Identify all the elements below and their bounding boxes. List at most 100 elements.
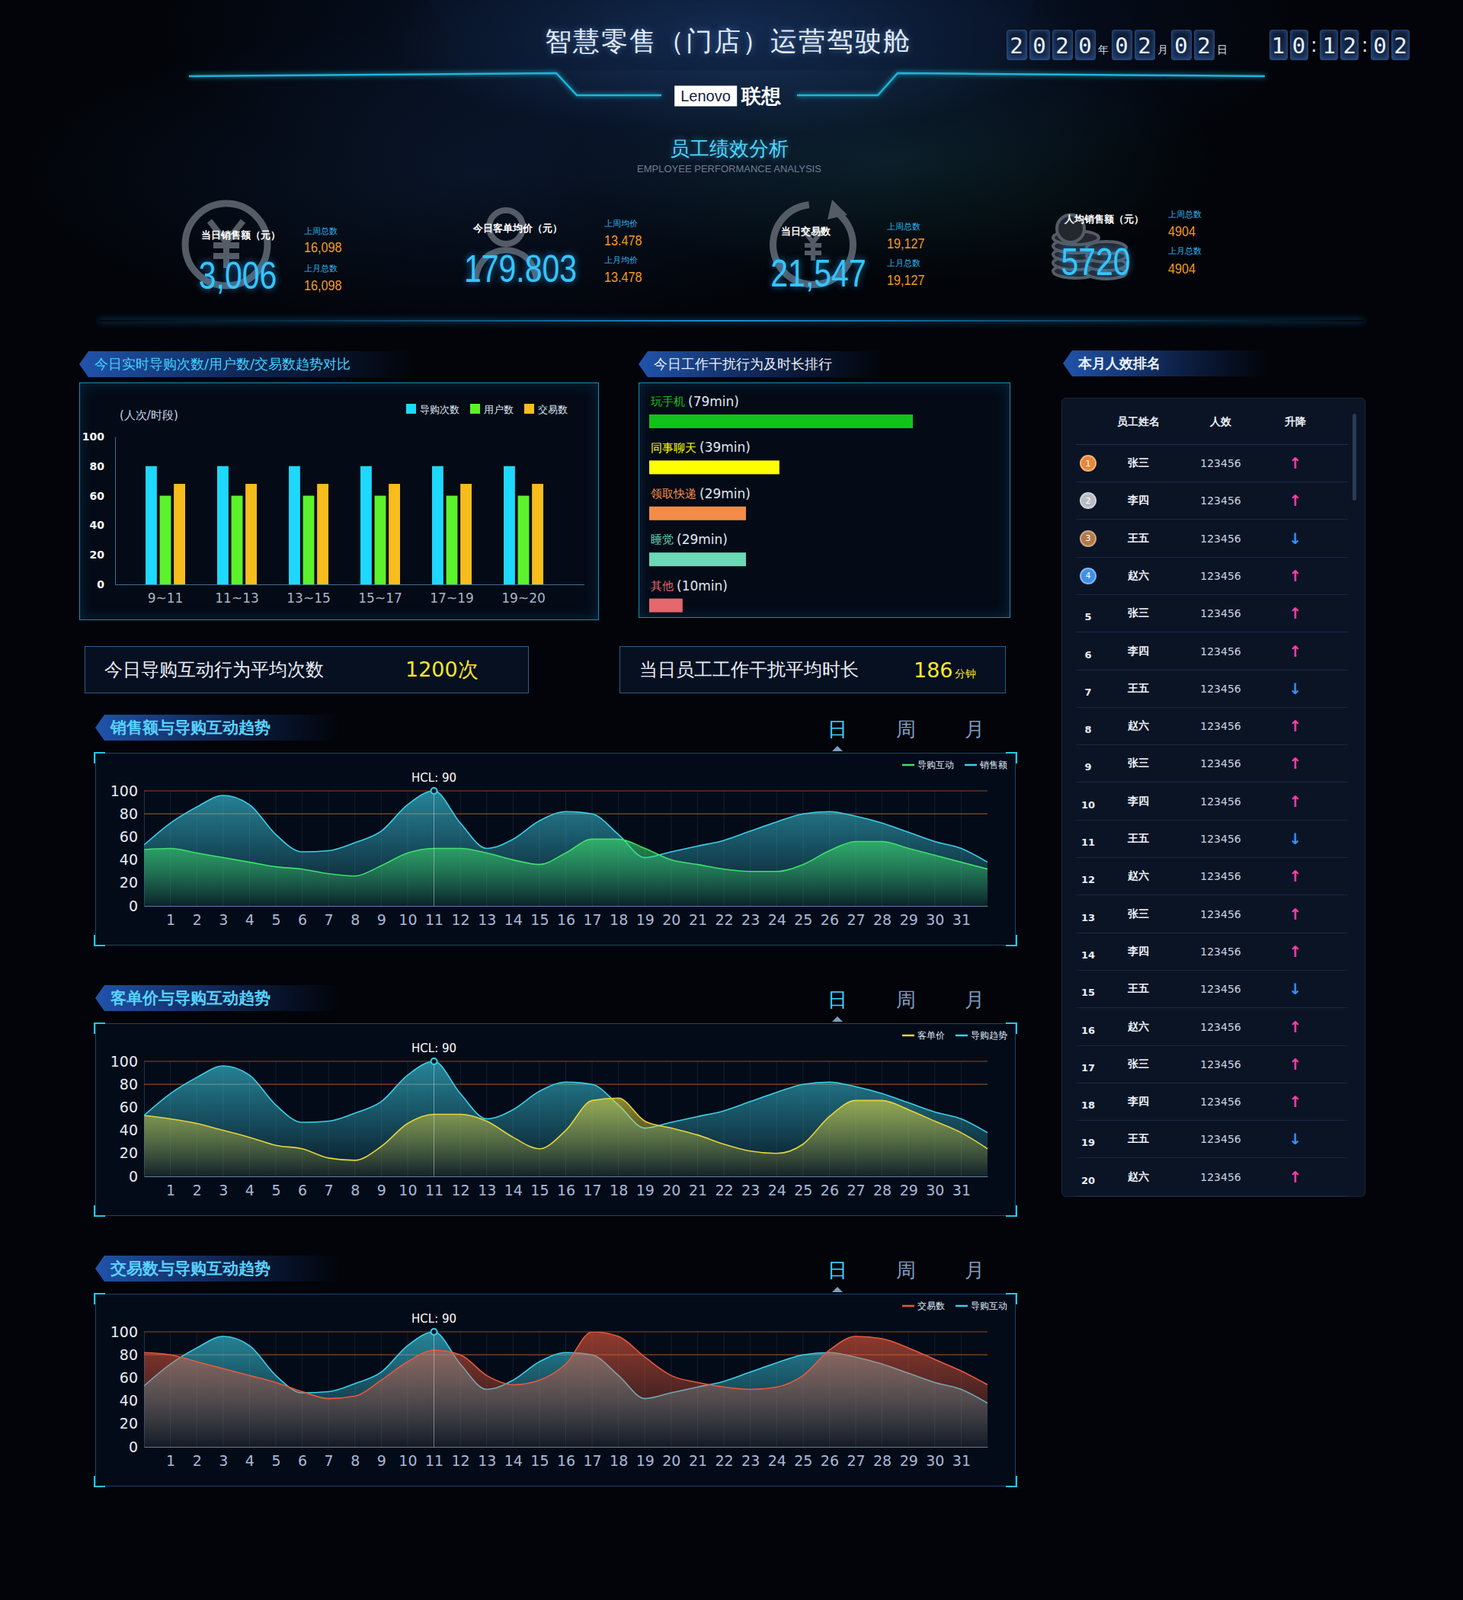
legend-item: 导购趋势 xyxy=(955,1030,1008,1041)
page-title: 智慧零售（门店）运营驾驶舱 xyxy=(544,23,912,60)
x-axis-tick: 19 xyxy=(636,1446,655,1470)
section-tag: 销售额与导购互动趋势 xyxy=(95,714,340,741)
x-axis-tick-label: 16 xyxy=(557,1181,576,1199)
trend-arrow: ↑ xyxy=(1289,905,1303,924)
employee-efficiency: 123456 xyxy=(1200,870,1241,883)
x-axis-tick-label: 30 xyxy=(925,1181,945,1199)
x-axis-tick: 14 xyxy=(504,905,523,929)
marks xyxy=(144,1331,988,1447)
y-axis-tick: 60 xyxy=(119,1098,145,1116)
x-axis-tick-label: 19 xyxy=(636,1181,655,1199)
period-tab[interactable]: 月 xyxy=(964,1257,985,1284)
period-tab[interactable]: 周 xyxy=(896,986,916,1014)
legend-item: 导购互动 xyxy=(955,1300,1008,1312)
clock-separator: 年 xyxy=(1098,32,1109,58)
table-header: 员工姓名 xyxy=(1117,415,1160,429)
x-axis-tick-label: 19 xyxy=(636,1452,655,1470)
clock-separator: : xyxy=(1361,33,1369,57)
row-rule xyxy=(1075,894,1348,896)
x-axis-tick-label: 24 xyxy=(768,911,787,929)
kpi-compare-value: 16,098 xyxy=(304,239,342,257)
y-axis-tick: 0 xyxy=(128,1438,145,1456)
section-tag: 本月人效排名 xyxy=(1062,350,1269,377)
legend-item: 交易数 xyxy=(902,1300,945,1312)
x-axis-tick: 5 xyxy=(271,1176,281,1199)
x-axis-tick-label: 2 xyxy=(192,1181,202,1199)
legend-swatch xyxy=(955,1034,968,1038)
employee-efficiency: 123456 xyxy=(1200,945,1241,958)
trend-arrow: ↓ xyxy=(1289,529,1303,548)
row-rule xyxy=(1075,1120,1348,1121)
period-tab[interactable]: 月 xyxy=(964,716,985,743)
annotation-line xyxy=(433,790,435,906)
x-axis-tick-label: 13 xyxy=(477,1452,497,1470)
panel-frame xyxy=(96,753,1016,946)
rank-number: 3 xyxy=(1085,533,1092,544)
y-axis-line xyxy=(144,1332,145,1448)
legend: 导购互动销售额 xyxy=(902,759,1008,771)
x-axis-tick-label: 13 xyxy=(477,911,497,929)
bar xyxy=(231,496,244,585)
annotation-marker xyxy=(431,1058,438,1065)
y-axis-tick: 40 xyxy=(119,1392,145,1409)
y-axis-tick: 80 xyxy=(119,1075,145,1093)
grid-line xyxy=(433,1061,435,1177)
legend-label: 导购互动 xyxy=(917,759,954,771)
y-axis-tick-label: 0 xyxy=(128,897,138,915)
x-axis-tick: 18 xyxy=(609,1446,628,1470)
x-axis-tick-label: 23 xyxy=(741,1452,760,1470)
trend-arrow: ↑ xyxy=(1289,1018,1303,1037)
reference-line xyxy=(144,1060,988,1062)
x-axis-tick: 14 xyxy=(504,1176,523,1199)
kpi-compare-value: 16,098 xyxy=(304,277,342,295)
x-axis-tick: 13~15 xyxy=(286,584,331,606)
x-axis-tick-label: 20 xyxy=(662,1181,681,1199)
trend-arrow: ↑ xyxy=(1289,642,1303,661)
x-axis-tick: 24 xyxy=(768,905,787,929)
x-axis-tick-label: 28 xyxy=(873,911,892,929)
y-axis-tick: 40 xyxy=(119,851,145,868)
employee-name: 王五 xyxy=(1127,531,1150,546)
x-axis-tick-label: 25 xyxy=(793,1452,813,1470)
x-axis-tick: 1 xyxy=(166,1446,176,1470)
row-rule xyxy=(1075,744,1348,746)
x-axis-tick-label: 15 xyxy=(530,1452,549,1470)
employee-name: 王五 xyxy=(1127,681,1150,696)
trend-arrow: ↑ xyxy=(1289,754,1303,773)
x-axis-tick-label: 10 xyxy=(398,1181,417,1199)
y-axis-tick: 100 xyxy=(110,1323,145,1341)
x-axis-tick: 23 xyxy=(741,1446,760,1470)
section-subtitle: EMPLOYEE PERFORMANCE ANALYSIS xyxy=(637,163,822,175)
annotation-text: HCL: 90 xyxy=(411,1312,457,1326)
period-tab[interactable]: 日 xyxy=(827,1257,848,1284)
period-tab[interactable]: 周 xyxy=(896,716,916,743)
row-rule xyxy=(1075,932,1348,934)
legend: 导购次数用户数交易数 xyxy=(406,403,568,416)
y-axis-line xyxy=(144,791,145,907)
x-axis-tick: 26 xyxy=(820,1446,839,1470)
period-tab[interactable]: 日 xyxy=(827,716,848,743)
y-axis-tick: 20 xyxy=(119,1414,145,1432)
brand-logo: Lenovo联想 xyxy=(674,83,782,110)
trend-arrow: ↑ xyxy=(1289,867,1303,886)
employee-name: 赵六 xyxy=(1127,719,1150,734)
row-rule xyxy=(1075,1082,1348,1084)
legend-item: 导购互动 xyxy=(902,759,954,771)
section-tag-text: 客单价与导购互动趋势 xyxy=(110,985,271,1012)
employee-efficiency: 123456 xyxy=(1200,1171,1241,1184)
panel-corners xyxy=(94,752,1017,946)
x-axis-tick-label: 29 xyxy=(899,1452,919,1470)
employee-name: 赵六 xyxy=(1127,1020,1150,1035)
x-axis: 1234567891011121314151617181920212223242… xyxy=(144,1176,989,1199)
panel-frame xyxy=(96,1024,1016,1217)
table-header-rule xyxy=(1075,444,1348,445)
period-tab[interactable]: 月 xyxy=(964,986,985,1014)
x-axis-tick: 6 xyxy=(297,905,308,929)
x-axis-tick-label: 27 xyxy=(846,1181,865,1199)
period-tab[interactable]: 日 xyxy=(827,986,848,1014)
y-axis-tick-label: 60 xyxy=(119,828,138,846)
employee-name: 张三 xyxy=(1127,1057,1150,1072)
x-axis-tick-label: 18 xyxy=(609,1452,628,1470)
period-tab[interactable]: 周 xyxy=(896,1257,916,1284)
trend-arrow: ↑ xyxy=(1289,566,1303,586)
